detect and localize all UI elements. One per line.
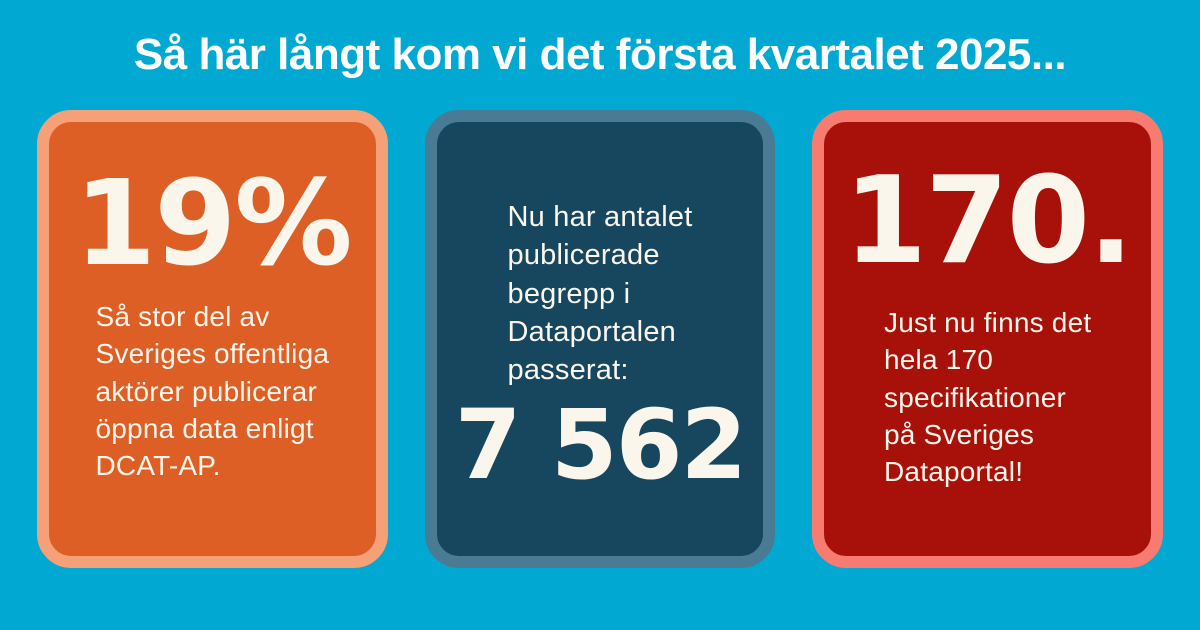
page-title: Så här långt kom vi det första kvartalet… [133, 30, 1067, 79]
card-lead-published-concepts: Nu har antalet publicerade begrepp i Dat… [507, 201, 693, 387]
stat-card-dcat-ap-share: 19% Så stor del av Sveriges offentliga a… [37, 110, 388, 569]
big-number-specifications: 170. [843, 152, 1134, 292]
big-number-concepts: 7 562 [454, 389, 748, 502]
stats-row: 19% Så stor del av Sveriges offentliga a… [0, 110, 1200, 569]
card-body-specifications: Just nu finns det hela 170 specifikation… [884, 307, 1092, 487]
card-body-dcat-ap-share: Så stor del av Sveriges offentliga aktör… [95, 301, 330, 481]
stat-card-specifications: 170. Just nu finns det hela 170 specifik… [812, 110, 1164, 569]
big-number-percent: 19% [74, 154, 352, 293]
stat-card-published-concepts: Nu har antalet publicerade begrepp i Dat… [424, 110, 776, 569]
